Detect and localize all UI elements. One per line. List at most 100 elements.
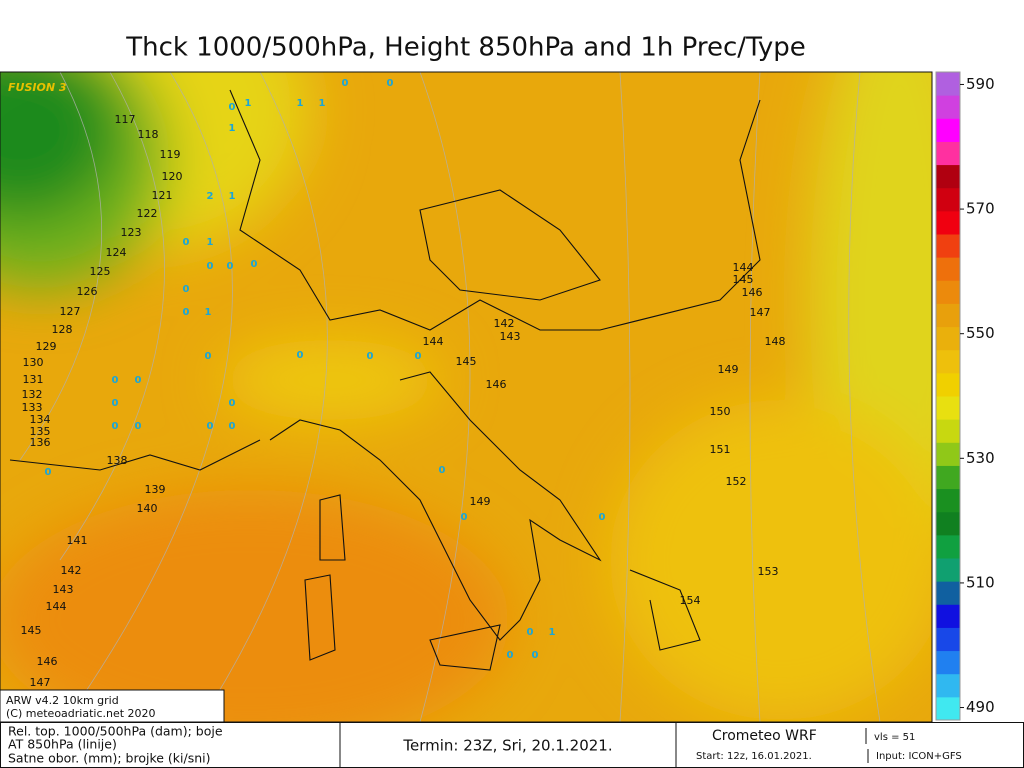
colorbar-tick-label: 490 [966, 698, 995, 716]
map-area: FUSION 3 1171181191201211221231241251261… [0, 72, 932, 722]
contour-label: 149 [718, 363, 739, 376]
contour-label: 152 [726, 475, 747, 488]
contour-label: 139 [145, 483, 166, 496]
precip-label: 0 [415, 351, 422, 362]
precip-label: 0 [507, 650, 514, 661]
contour-label: 132 [22, 388, 43, 401]
colorbar-swatch [936, 581, 960, 605]
colorbar-tick-label: 590 [966, 75, 995, 93]
contour-label: 121 [152, 189, 173, 202]
contour-label: 135 [30, 425, 51, 438]
contour-label: 148 [765, 335, 786, 348]
contour-label: 143 [500, 330, 521, 343]
footer-legend: Rel. top. 1000/500hPa (dam); boje [8, 724, 223, 739]
contour-label: 142 [494, 317, 515, 330]
precip-label: 0 [183, 307, 190, 318]
colorbar-swatch [936, 257, 960, 281]
footer-termin: Termin: 23Z, Sri, 20.1.2021. [402, 737, 612, 755]
contour-label: 147 [30, 676, 51, 689]
precip-label: 0 [229, 102, 236, 113]
contour-label: 153 [758, 565, 779, 578]
precip-label: 0 [532, 650, 539, 661]
colorbar-swatch [936, 210, 960, 235]
precip-label: 0 [229, 421, 236, 432]
contour-label: 126 [77, 285, 98, 298]
contour-label: 136 [30, 436, 51, 449]
contour-label: 138 [107, 454, 128, 467]
colorbar-swatch [936, 187, 960, 212]
colorbar-swatch [936, 141, 960, 166]
precip-label: 0 [227, 261, 234, 272]
contour-label: 124 [106, 246, 127, 259]
precip-label: 0 [135, 375, 142, 386]
colorbar-swatch [936, 326, 960, 351]
precip-label: 1 [207, 237, 214, 248]
contour-label: 146 [486, 378, 507, 391]
colorbar-swatch [936, 95, 960, 119]
colorbar-swatch [936, 280, 960, 304]
precip-label: 1 [229, 191, 236, 202]
colorbar-tick-label: 510 [966, 573, 995, 591]
colorbar-border [935, 71, 961, 721]
contour-label: 130 [23, 356, 44, 369]
contour-label: 145 [456, 355, 477, 368]
contour-label: 140 [137, 502, 158, 515]
precip-label: 0 [599, 512, 606, 523]
footer-legend: Satne obor. (mm); brojke (ki/sni) [8, 751, 211, 766]
contour-label: 144 [46, 600, 67, 613]
precip-label: 1 [245, 98, 252, 109]
precip-label: 0 [207, 261, 214, 272]
colorbar-swatch [936, 627, 960, 652]
contour-label: 123 [121, 226, 142, 239]
contour-label: 120 [162, 170, 183, 183]
precip-label: 0 [387, 78, 394, 89]
colorbar-tick-label: 530 [966, 449, 995, 467]
thickness-field [0, 72, 932, 722]
precip-label: 0 [205, 351, 212, 362]
contour-label: 144 [423, 335, 444, 348]
contour-label: 128 [52, 323, 73, 336]
precip-label: 0 [342, 78, 349, 89]
info-line: ARW v4.2 10km grid [6, 694, 119, 707]
colorbar-tick-label: 550 [966, 324, 995, 342]
contour-label: 151 [710, 443, 731, 456]
colorbar-swatch [936, 442, 960, 466]
footer-vls: vls = 51 [874, 732, 915, 743]
contour-label: 133 [22, 401, 43, 414]
precip-label: 0 [367, 351, 374, 362]
precip-label: 0 [439, 465, 446, 476]
colorbar-swatch [936, 511, 960, 536]
info-line: (C) meteoadriatic.net 2020 [6, 707, 156, 720]
colorbar-swatch [936, 604, 960, 628]
contour-label: 125 [90, 265, 111, 278]
colorbar-swatch [936, 534, 960, 559]
contour-label: 127 [60, 305, 81, 318]
contour-label: 131 [23, 373, 44, 386]
contour-label: 154 [680, 594, 701, 607]
contour-label: 147 [750, 306, 771, 319]
contour-label: 122 [137, 207, 158, 220]
contour-label: 146 [742, 286, 763, 299]
colorbar-swatch [936, 419, 960, 443]
footer-start: Start: 12z, 16.01.2021. [696, 751, 812, 762]
precip-label: 0 [112, 398, 119, 409]
precip-label: 1 [297, 98, 304, 109]
precip-label: 0 [183, 237, 190, 248]
precip-label: 0 [251, 259, 258, 270]
precip-label: 0 [229, 398, 236, 409]
footer-input: Input: ICON+GFS [876, 751, 962, 762]
colorbar-swatch [936, 558, 960, 582]
contour-label: 144 [733, 261, 754, 274]
colorbar-swatch [936, 234, 960, 258]
precip-label: 0 [527, 627, 534, 638]
map-title: Thck 1000/500hPa, Height 850hPa and 1h P… [125, 33, 806, 63]
precip-label: 0 [183, 284, 190, 295]
map-labels: 1171181191201211221231241251261271281291… [21, 78, 786, 689]
colorbar-swatch [936, 349, 960, 374]
contour-label: 141 [67, 534, 88, 547]
colorbar-swatch [936, 696, 960, 721]
precip-label: 0 [297, 350, 304, 361]
coastlines [9, 89, 761, 671]
contour-label: 145 [733, 273, 754, 286]
